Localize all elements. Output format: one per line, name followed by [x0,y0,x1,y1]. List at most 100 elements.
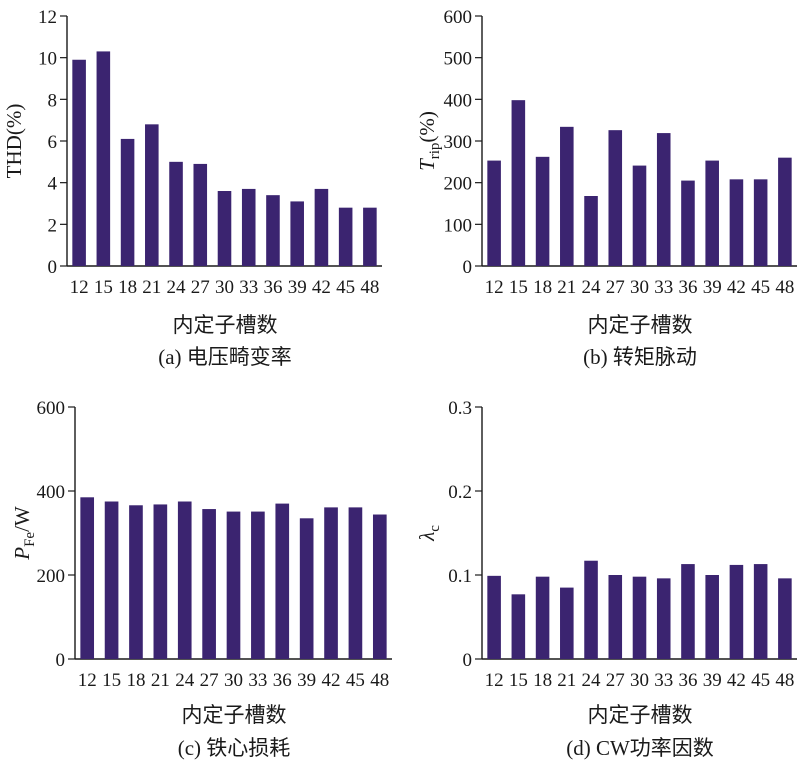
y-axis-title: PFe/W [10,506,38,561]
bar [363,207,377,266]
x-tick-label: 33 [654,670,673,691]
y-tick-label: 2 [48,215,58,236]
bar [753,564,768,659]
x-tick-label: 30 [630,670,649,691]
y-tick-label: 100 [444,215,473,236]
y-axis-title-subscript: rip [427,143,443,160]
bar [778,578,792,659]
x-tick-label: 27 [606,277,625,298]
y-tick-label: 500 [444,49,473,70]
bar [705,575,719,659]
x-tick-label: 36 [263,277,282,298]
x-tick-label: 18 [118,277,137,298]
x-axis-title: 内定子槽数 [182,703,287,727]
bar [487,160,501,266]
y-axis-title-main: T [415,158,439,171]
bar [348,507,363,659]
y-tick-label: 200 [444,174,473,195]
bar [372,514,387,659]
y-tick-label: 10 [38,49,57,70]
y-tick-label: 600 [444,7,473,28]
x-tick-label: 24 [175,670,195,691]
y-tick-label: 600 [37,398,66,419]
x-tick-label: 21 [557,277,576,298]
y-tick-label: 4 [48,174,58,195]
x-tick-label: 30 [215,277,234,298]
x-tick-label: 39 [703,277,722,298]
y-axis-title: λc [415,525,443,542]
bar [72,59,86,266]
x-tick-label: 48 [370,670,389,691]
bar [511,594,526,659]
x-tick-label: 30 [630,277,649,298]
x-axis-title: 内定子槽数 [588,703,693,727]
x-tick-label: 21 [142,277,161,298]
x-tick-label: 24 [167,277,187,298]
chart-caption: (c) 铁心损耗 [178,736,291,760]
y-tick-label: 0 [463,650,473,671]
bar [169,161,183,266]
x-tick-label: 21 [557,670,576,691]
bar [290,201,304,266]
y-axis-title-main: P [10,547,34,561]
bar [120,138,135,266]
x-tick-label: 24 [582,670,602,691]
x-tick-label: 18 [533,670,552,691]
y-tick-label: 8 [48,90,58,111]
chart-caption: (d) CW功率因数 [566,736,714,760]
y-tick-label: 0 [48,257,58,278]
chart-caption: (a) 电压畸变率 [158,345,292,369]
bar [153,504,168,659]
bar [275,503,290,659]
x-tick-label: 48 [775,277,794,298]
y-axis-title-subscript: c [427,525,443,532]
x-tick-label: 42 [727,277,746,298]
bar [511,100,526,267]
bar [145,124,159,266]
x-tick-label: 36 [678,670,697,691]
y-tick-label: 200 [37,566,66,587]
chart-caption: (b) 转矩脉动 [583,345,697,369]
bar [535,156,550,266]
x-tick-label: 33 [654,277,673,298]
bar [266,195,280,266]
bar [193,163,208,266]
x-tick-label: 36 [273,670,292,691]
bar [80,497,95,659]
bar [681,564,695,659]
y-tick-label: 300 [444,132,473,153]
bar [241,188,256,266]
bar [226,511,241,659]
bar [338,207,353,266]
x-tick-label: 12 [485,670,504,691]
x-tick-label: 39 [297,670,316,691]
x-tick-label: 39 [288,277,307,298]
bar [177,501,192,659]
x-tick-label: 12 [70,277,89,298]
bar [487,575,501,659]
y-tick-label: 0.3 [448,398,472,419]
x-tick-label: 45 [751,277,770,298]
x-tick-label: 42 [727,670,746,691]
x-tick-label: 42 [322,670,341,691]
bar [729,179,744,266]
x-axis-title: 内定子槽数 [173,313,278,337]
bar [656,578,671,659]
x-tick-label: 15 [102,670,121,691]
x-tick-label: 24 [582,277,602,298]
bar [104,501,119,659]
y-axis-title-main: THD(%) [2,104,26,179]
x-tick-label: 33 [248,670,267,691]
bar [560,126,574,266]
y-tick-label: 400 [37,482,66,503]
y-axis-title: Trip(%) [415,111,443,171]
bar [535,576,550,659]
x-tick-label: 48 [775,670,794,691]
x-tick-label: 15 [509,670,528,691]
bar [753,179,768,266]
bar [217,191,232,266]
x-tick-label: 45 [346,670,365,691]
